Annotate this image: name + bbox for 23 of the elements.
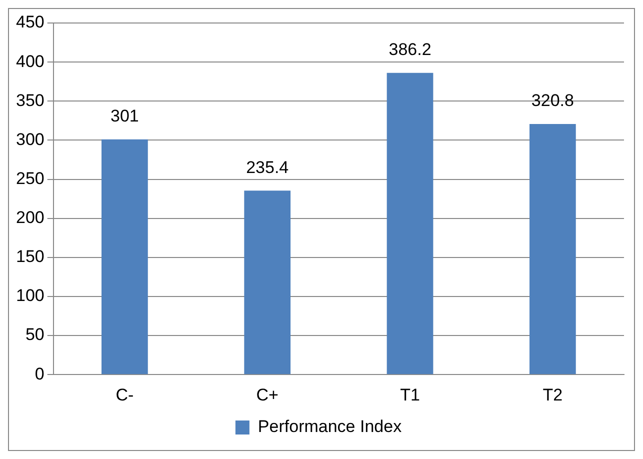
x-tick-label: T2 [542,385,563,404]
bar [529,124,576,374]
data-label: 235.4 [246,158,289,177]
y-tick-label: 250 [16,168,44,188]
data-label: 320.8 [531,91,574,110]
y-tick-label: 450 [16,12,44,32]
y-tick-label: 50 [25,325,44,344]
y-tick-label: 100 [16,286,44,306]
x-tick-label: C+ [256,385,279,404]
data-label: 386.2 [388,40,432,60]
y-tick-label: 200 [16,208,44,228]
legend-label: Performance Index [258,417,402,436]
x-tick-label: C- [116,385,134,404]
y-tick-label: 0 [34,364,44,384]
y-tick-label: 300 [16,130,44,149]
y-tick-label: 400 [16,52,44,71]
data-label: 301 [110,106,139,126]
y-tick-label: 350 [16,90,44,110]
bar [102,139,148,374]
y-tick-label: 150 [16,247,44,266]
bar [244,190,291,374]
bar [386,72,434,374]
x-tick-label: T1 [400,385,420,404]
